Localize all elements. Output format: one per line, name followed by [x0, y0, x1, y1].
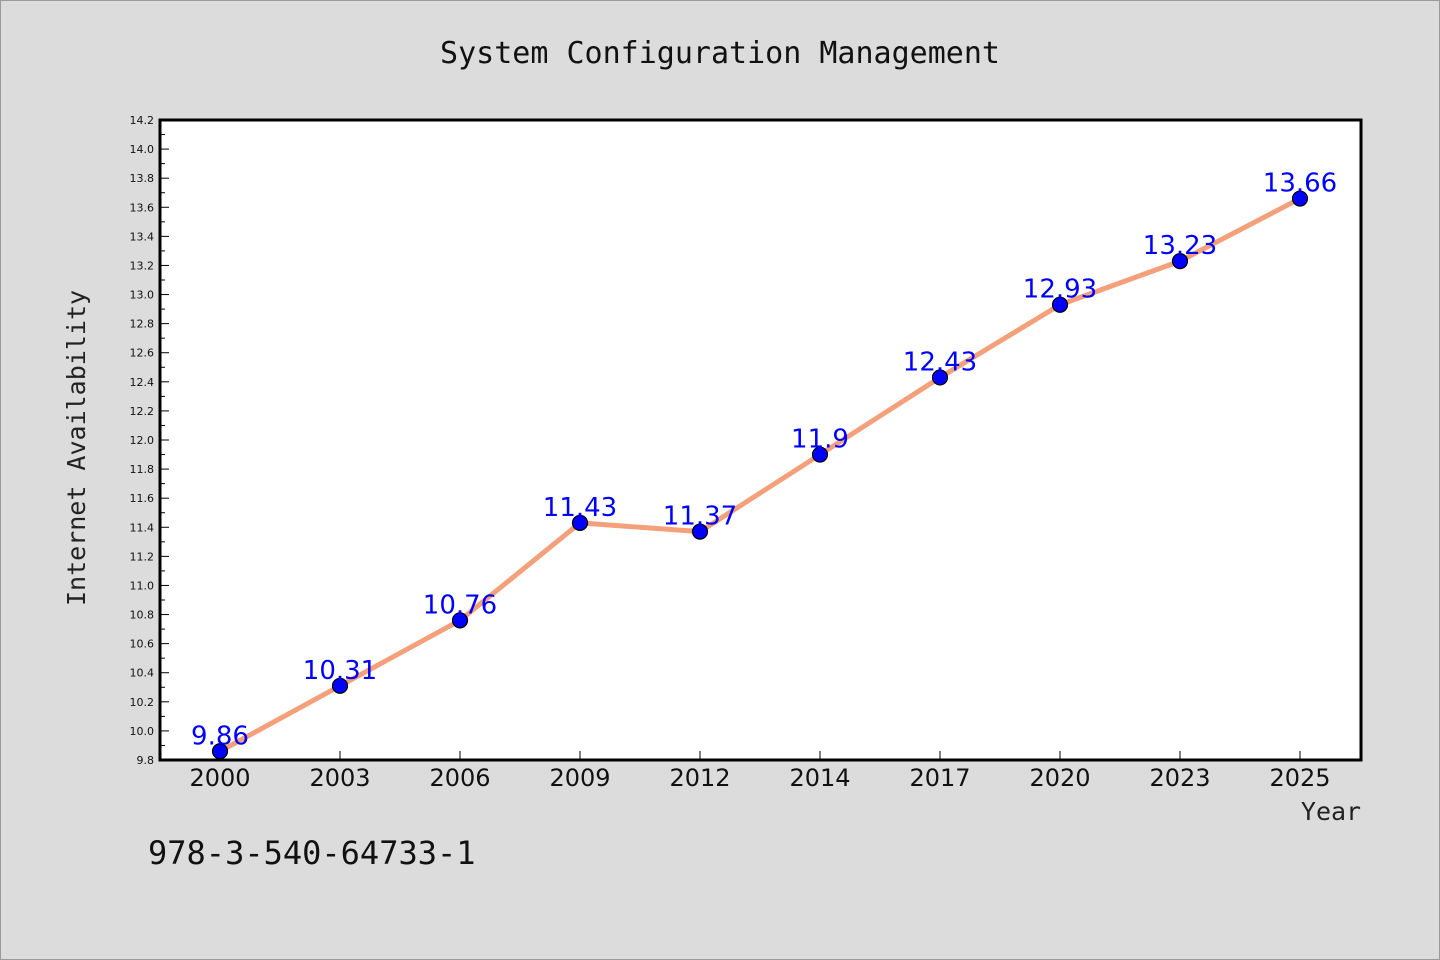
footnote-isbn: 978-3-540-64733-1 — [148, 834, 476, 872]
y-tick-label: 11.8 — [130, 463, 155, 476]
data-label: 12.43 — [903, 347, 977, 377]
data-point — [1051, 296, 1069, 313]
data-point — [931, 369, 949, 386]
data-label: 10.76 — [423, 590, 497, 620]
y-axis: 9.8 10.0 10.2 10.4 10.6 10.8 11.0 11.2 11.4 11.6 1… — [130, 114, 169, 767]
x-axis-title: Year — [1301, 797, 1361, 826]
x-tick-label: 2006 — [429, 764, 490, 792]
y-tick-label: 14.0 — [130, 143, 155, 156]
x-tick-label: 2025 — [1269, 764, 1330, 792]
data-point — [451, 612, 469, 629]
y-tick-label: 13.8 — [130, 172, 155, 185]
y-tick-label: 10.4 — [130, 667, 155, 680]
data-point — [691, 523, 709, 540]
y-axis-title: Internet Availability — [62, 290, 91, 606]
y-tick-label: 10.0 — [130, 725, 155, 738]
x-tick-label: 2009 — [549, 764, 610, 792]
y-tick-label: 9.8 — [137, 754, 155, 767]
data-point — [211, 743, 229, 760]
data-point — [331, 677, 349, 694]
data-label: 11.9 — [791, 425, 849, 455]
x-tick-label: 2000 — [189, 764, 250, 792]
y-tick-label: 10.2 — [130, 696, 155, 709]
x-tick-label: 2012 — [669, 764, 730, 792]
series-line — [218, 196, 1302, 754]
data-label: 11.43 — [543, 493, 617, 523]
data-label: 10.31 — [303, 656, 377, 686]
y-tick-label: 13.2 — [130, 259, 155, 272]
data-label: 9.86 — [191, 721, 249, 751]
y-tick-label: 13.4 — [130, 230, 155, 243]
y-tick-label: 12.2 — [130, 405, 155, 418]
data-label: 13.66 — [1263, 169, 1337, 199]
y-tick-label: 13.0 — [130, 289, 155, 302]
y-tick-label: 12.6 — [130, 347, 155, 360]
x-tick-label: 2020 — [1029, 764, 1090, 792]
y-tick-label: 11.4 — [130, 521, 155, 534]
y-tick-label: 11.0 — [130, 579, 155, 592]
y-tick-label: 12.0 — [130, 434, 155, 447]
data-label: 12.93 — [1023, 275, 1097, 305]
y-tick-label: 10.6 — [130, 638, 155, 651]
y-tick-label: 11.6 — [130, 492, 155, 505]
x-tick-label: 2014 — [789, 764, 850, 792]
y-tick-label: 14.2 — [130, 114, 155, 127]
data-point — [571, 514, 589, 532]
data-label: 13.23 — [1143, 231, 1217, 261]
y-tick-label: 13.6 — [130, 201, 155, 214]
x-tick-label: 2017 — [909, 764, 970, 792]
data-point — [1291, 190, 1309, 207]
data-point — [811, 446, 829, 463]
data-labels: 9.86 10.31 10.76 11.43 11.37 11.9 12.43 12.93 13… — [191, 169, 1337, 752]
series-group — [211, 190, 1309, 760]
y-tick-label: 11.2 — [130, 550, 155, 563]
chart-title: System Configuration Management — [440, 36, 1000, 71]
data-label: 11.37 — [663, 502, 737, 532]
data-point — [1171, 252, 1189, 270]
y-tick-label: 10.8 — [130, 609, 155, 622]
x-tick-label: 2003 — [309, 764, 370, 792]
plot-area — [158, 118, 1363, 762]
x-tick-label: 2023 — [1149, 764, 1210, 792]
x-axis: 2000 2003 2006 2009 2012 2014 2017 2020 2023 2025 — [189, 751, 1331, 792]
y-tick-label: 12.8 — [130, 318, 155, 331]
y-tick-label: 12.4 — [130, 376, 155, 389]
